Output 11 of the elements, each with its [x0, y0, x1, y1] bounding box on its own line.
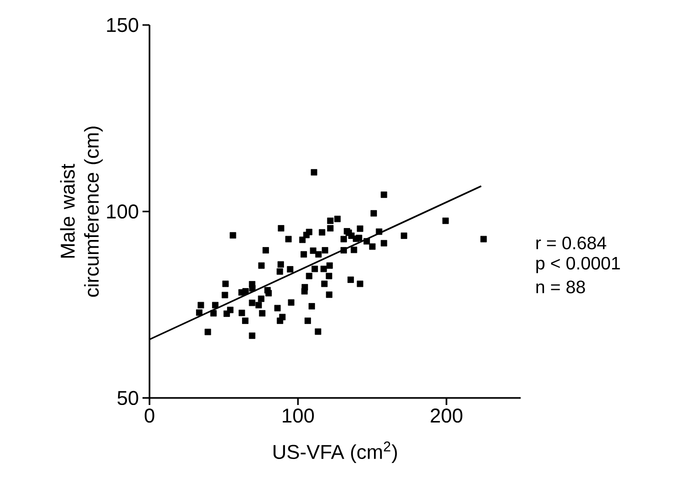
- x-tick-label: 100: [282, 408, 314, 423]
- y-tick-label: 150: [107, 18, 138, 32]
- y-tick-label: 100: [107, 204, 138, 219]
- y-axis-title: Male waist circumference (cm): [60, 126, 103, 297]
- x-tick-label: 200: [430, 408, 462, 423]
- text: r = 0.684: [536, 236, 606, 250]
- x-axis-title: US-VFA (cm$^{2}$): [274, 442, 397, 463]
- text: p < 0.0001: [536, 256, 620, 274]
- y-tick-label: 50: [118, 390, 138, 406]
- x-tick-label: 0: [144, 408, 154, 423]
- text: n = 88: [536, 280, 585, 294]
